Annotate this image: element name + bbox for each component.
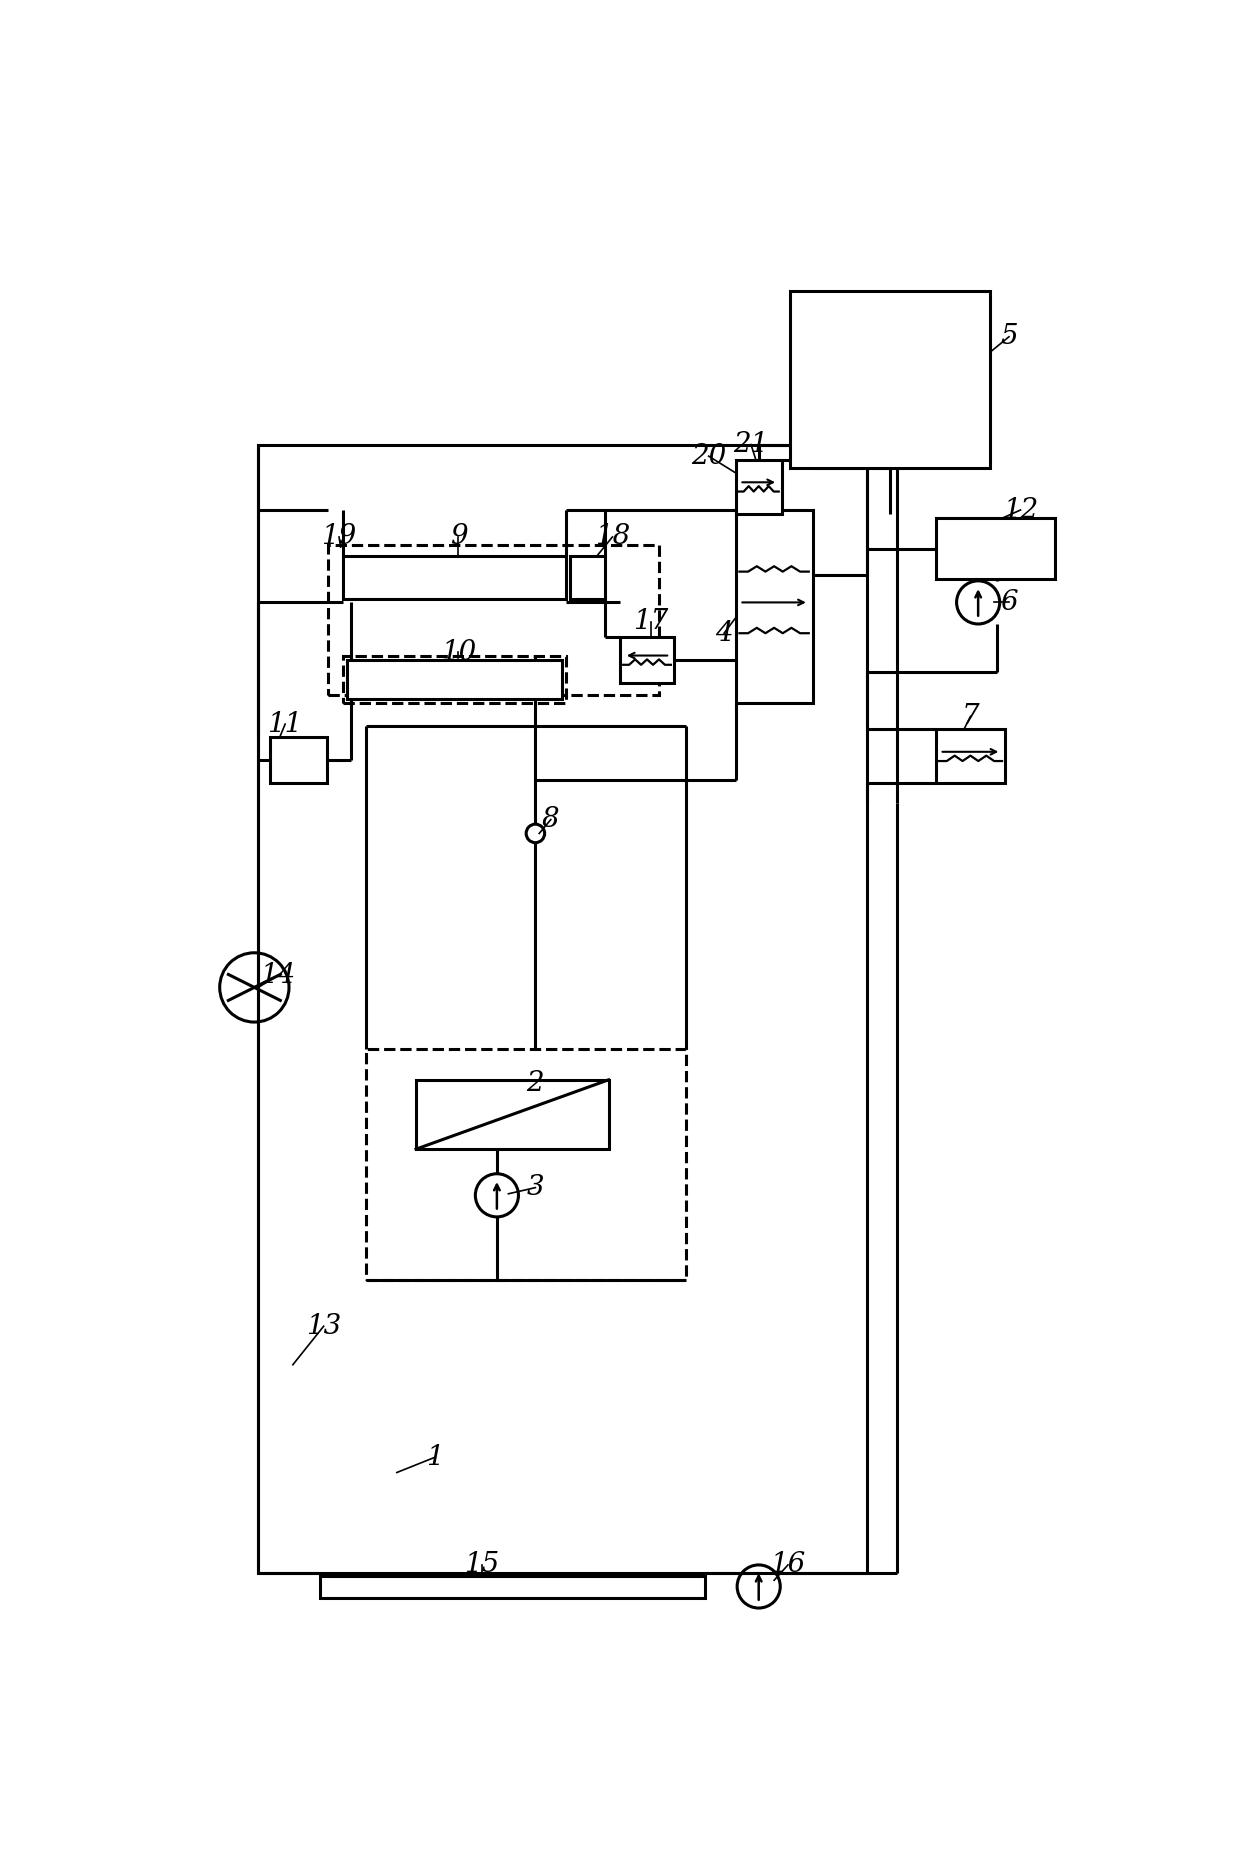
Text: 1: 1 [427, 1445, 444, 1471]
Text: 7: 7 [962, 704, 980, 730]
Text: 11: 11 [268, 711, 303, 737]
Text: 8: 8 [542, 807, 559, 833]
Text: 9: 9 [450, 523, 467, 550]
Bar [343, 555, 567, 598]
Text: 17: 17 [634, 608, 668, 636]
Bar [347, 660, 563, 698]
Text: 12: 12 [1003, 497, 1038, 523]
Bar [735, 460, 781, 514]
Bar [620, 638, 675, 683]
Bar [936, 730, 1006, 784]
Bar [258, 445, 867, 1572]
Bar [327, 544, 658, 694]
Text: 18: 18 [595, 523, 630, 550]
Bar [270, 737, 327, 784]
Text: 14: 14 [260, 962, 295, 989]
Bar [735, 510, 812, 702]
Text: 20: 20 [691, 443, 727, 469]
Text: 21: 21 [733, 431, 769, 458]
Text: 2: 2 [527, 1069, 544, 1097]
Text: 10: 10 [440, 640, 476, 666]
Bar [570, 555, 605, 598]
Text: 4: 4 [715, 619, 733, 647]
Text: 3: 3 [527, 1174, 544, 1201]
Bar [417, 1081, 609, 1150]
Bar [366, 1049, 686, 1279]
Bar [936, 518, 1055, 580]
Text: 15: 15 [464, 1551, 500, 1578]
Text: 13: 13 [306, 1313, 341, 1339]
Bar [320, 1576, 704, 1598]
Text: 19: 19 [321, 523, 357, 550]
Text: 6: 6 [1001, 589, 1018, 615]
Text: 5: 5 [1001, 323, 1018, 351]
Bar [790, 291, 990, 467]
Text: 16: 16 [770, 1551, 806, 1578]
Bar [343, 657, 567, 702]
